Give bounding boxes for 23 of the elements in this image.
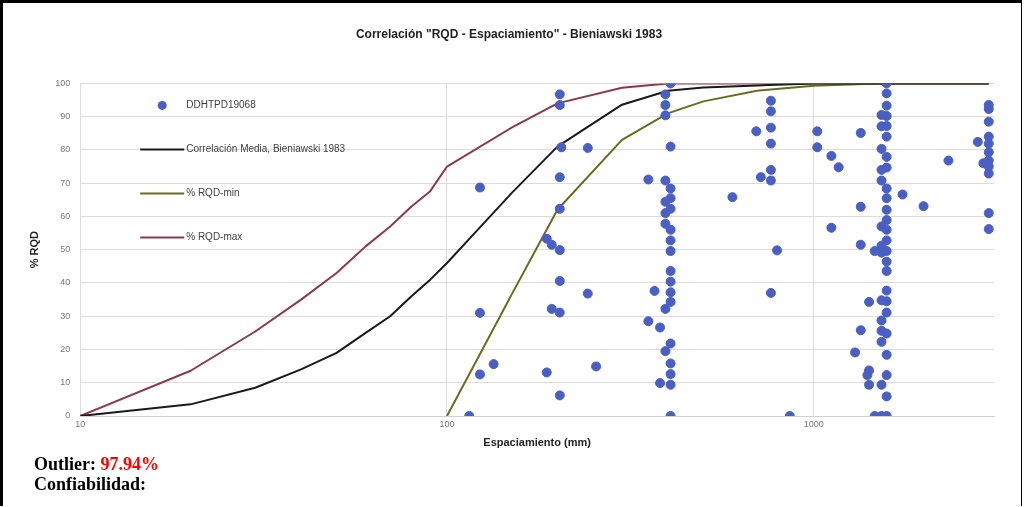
y-tick-label: 40 bbox=[60, 277, 71, 288]
y-tick-label: 60 bbox=[60, 210, 71, 221]
y-tick-label: 30 bbox=[60, 310, 71, 321]
y-axis-title: % RQD bbox=[27, 231, 40, 269]
x-tick-label: 100 bbox=[439, 418, 455, 429]
y-tick-label: 90 bbox=[60, 111, 71, 122]
text: Confiabilidad: bbox=[34, 474, 148, 494]
legend-label: % RQD-max bbox=[186, 231, 243, 243]
x-axis-title: Espaciamiento (mm) bbox=[483, 436, 592, 449]
y-tick-label: 100 bbox=[55, 77, 71, 88]
y-tick-label: 70 bbox=[60, 177, 71, 188]
y-tick-label: 20 bbox=[60, 343, 71, 354]
legend-label: DDHTPD19068 bbox=[186, 99, 257, 111]
y-tick-label: 80 bbox=[60, 144, 71, 155]
legend-label: % RQD-min bbox=[186, 187, 240, 199]
legend-label: Correlación Media, Bieniawski 1983 bbox=[186, 143, 346, 155]
x-tick-label: 1000 bbox=[803, 418, 824, 429]
y-tick-label: 10 bbox=[60, 377, 71, 388]
text: Outlier: 97.94% bbox=[34, 454, 159, 474]
y-tick-label: 0 bbox=[65, 410, 71, 421]
y-tick-label: 50 bbox=[60, 244, 71, 255]
chart-title: Correlación "RQD - Espaciamiento" - Bieniawski 1983 bbox=[355, 26, 663, 41]
x-tick-label: 10 bbox=[75, 418, 86, 429]
